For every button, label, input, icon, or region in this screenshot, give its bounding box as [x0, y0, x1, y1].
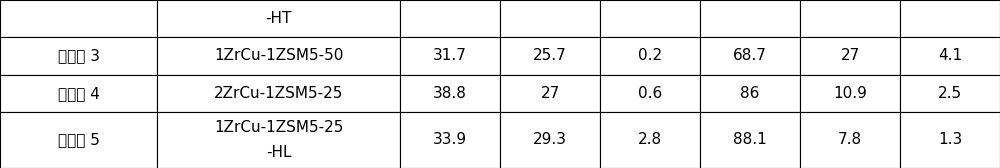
Bar [800, 75, 900, 112]
Text: 31.7: 31.7 [433, 49, 467, 64]
Bar [400, 0, 500, 37]
Text: 实施例 3: 实施例 3 [58, 49, 100, 64]
Bar [157, 112, 400, 168]
Text: 27: 27 [840, 49, 860, 64]
Text: 7.8: 7.8 [838, 133, 862, 148]
Bar [600, 112, 700, 168]
Text: 86: 86 [740, 86, 760, 101]
Bar [900, 0, 1000, 37]
Text: 38.8: 38.8 [433, 86, 467, 101]
Bar [800, 112, 900, 168]
Bar [157, 37, 400, 75]
Bar [400, 112, 500, 168]
Text: -HT: -HT [265, 11, 292, 26]
Text: 27: 27 [540, 86, 560, 101]
Text: 1ZrCu-1ZSM5-50: 1ZrCu-1ZSM5-50 [214, 49, 343, 64]
Bar [157, 0, 400, 37]
Text: 0.6: 0.6 [638, 86, 662, 101]
Bar [0, 75, 157, 112]
Bar [500, 37, 600, 75]
Bar [700, 37, 800, 75]
Bar [0, 112, 157, 168]
Bar [600, 0, 700, 37]
Text: 0.2: 0.2 [638, 49, 662, 64]
Text: 88.1: 88.1 [733, 133, 767, 148]
Bar [400, 37, 500, 75]
Text: 2ZrCu-1ZSM5-25: 2ZrCu-1ZSM5-25 [214, 86, 343, 101]
Bar [800, 37, 900, 75]
Bar [400, 75, 500, 112]
Text: 68.7: 68.7 [733, 49, 767, 64]
Text: 1ZrCu-1ZSM5-25: 1ZrCu-1ZSM5-25 [214, 120, 343, 135]
Bar [700, 112, 800, 168]
Bar [600, 75, 700, 112]
Bar [900, 75, 1000, 112]
Text: 25.7: 25.7 [533, 49, 567, 64]
Text: 实施例 4: 实施例 4 [58, 86, 100, 101]
Bar [0, 0, 157, 37]
Bar [900, 37, 1000, 75]
Bar [500, 112, 600, 168]
Text: 实施例 5: 实施例 5 [58, 133, 100, 148]
Text: 4.1: 4.1 [938, 49, 962, 64]
Bar [500, 0, 600, 37]
Text: 33.9: 33.9 [433, 133, 467, 148]
Bar [0, 37, 157, 75]
Text: -HL: -HL [266, 145, 291, 160]
Text: 10.9: 10.9 [833, 86, 867, 101]
Bar [700, 75, 800, 112]
Text: 29.3: 29.3 [533, 133, 567, 148]
Bar [157, 75, 400, 112]
Bar [800, 0, 900, 37]
Text: 1.3: 1.3 [938, 133, 962, 148]
Bar [900, 112, 1000, 168]
Bar [600, 37, 700, 75]
Text: 2.5: 2.5 [938, 86, 962, 101]
Bar [500, 75, 600, 112]
Bar [700, 0, 800, 37]
Text: 2.8: 2.8 [638, 133, 662, 148]
